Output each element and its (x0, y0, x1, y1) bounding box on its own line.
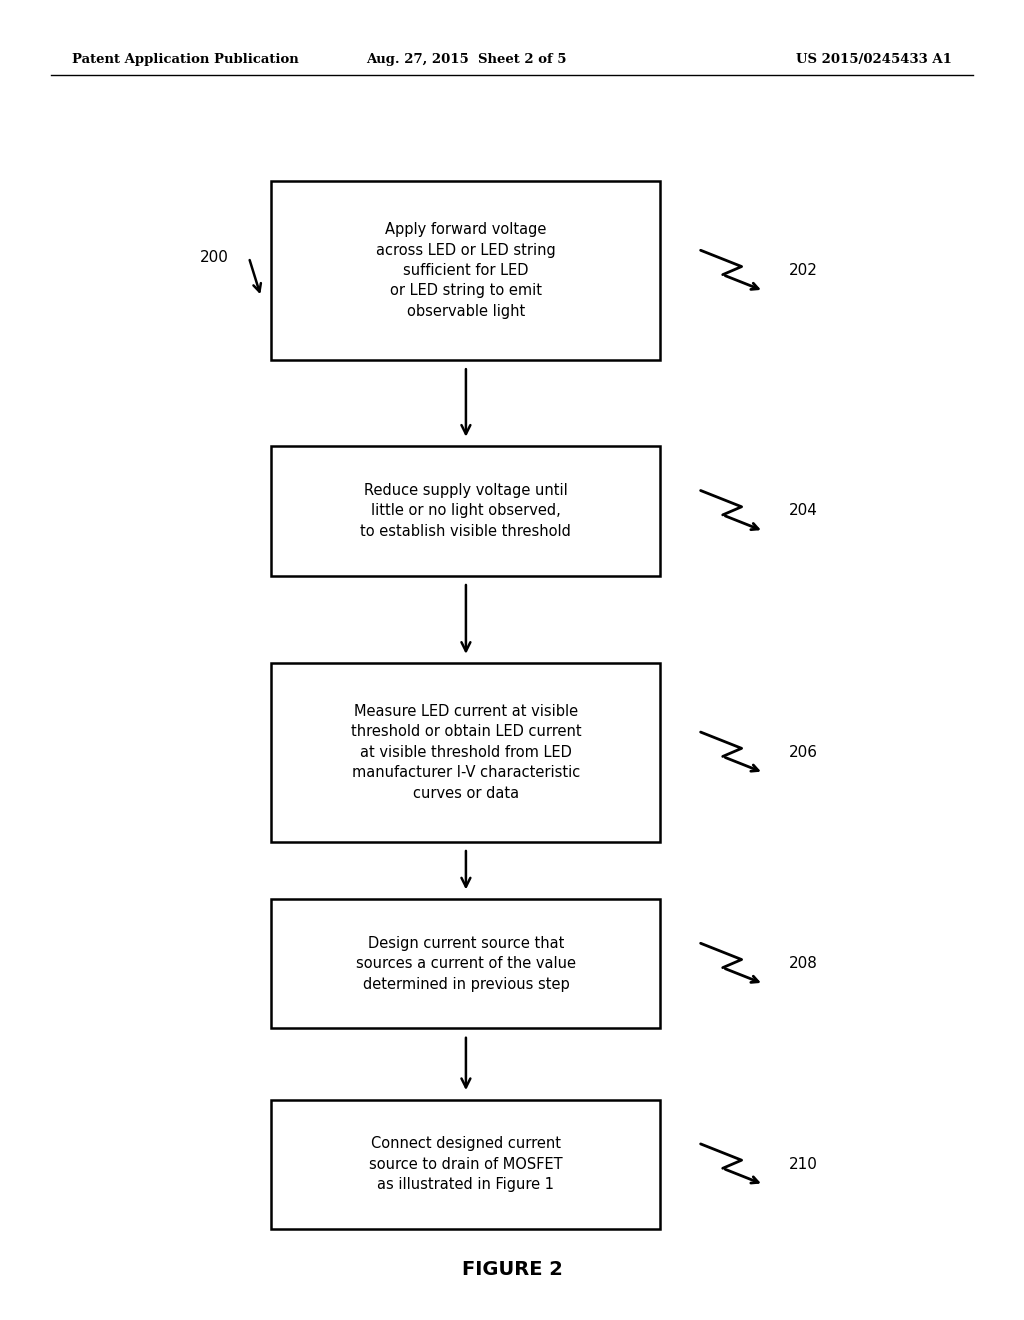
Text: Patent Application Publication: Patent Application Publication (72, 53, 298, 66)
Text: Reduce supply voltage until
little or no light observed,
to establish visible th: Reduce supply voltage until little or no… (360, 483, 571, 539)
Text: Aug. 27, 2015  Sheet 2 of 5: Aug. 27, 2015 Sheet 2 of 5 (366, 53, 566, 66)
Bar (271, 1100, 660, 1229)
Text: Design current source that
sources a current of the value
determined in previous: Design current source that sources a cur… (356, 936, 575, 991)
Text: Connect designed current
source to drain of MOSFET
as illustrated in Figure 1: Connect designed current source to drain… (369, 1137, 563, 1192)
Text: 208: 208 (790, 956, 818, 972)
Bar (271, 663, 660, 842)
Text: 202: 202 (790, 263, 818, 279)
Bar (271, 181, 660, 359)
Text: 206: 206 (790, 744, 818, 760)
Text: Measure LED current at visible
threshold or obtain LED current
at visible thresh: Measure LED current at visible threshold… (350, 704, 582, 801)
Text: 200: 200 (200, 249, 228, 265)
Bar (271, 899, 660, 1028)
Text: US 2015/0245433 A1: US 2015/0245433 A1 (797, 53, 952, 66)
Text: 210: 210 (790, 1156, 818, 1172)
Bar (271, 446, 660, 576)
Text: 204: 204 (790, 503, 818, 519)
Text: Apply forward voltage
across LED or LED string
sufficient for LED
or LED string : Apply forward voltage across LED or LED … (376, 222, 556, 319)
Text: FIGURE 2: FIGURE 2 (462, 1261, 562, 1279)
